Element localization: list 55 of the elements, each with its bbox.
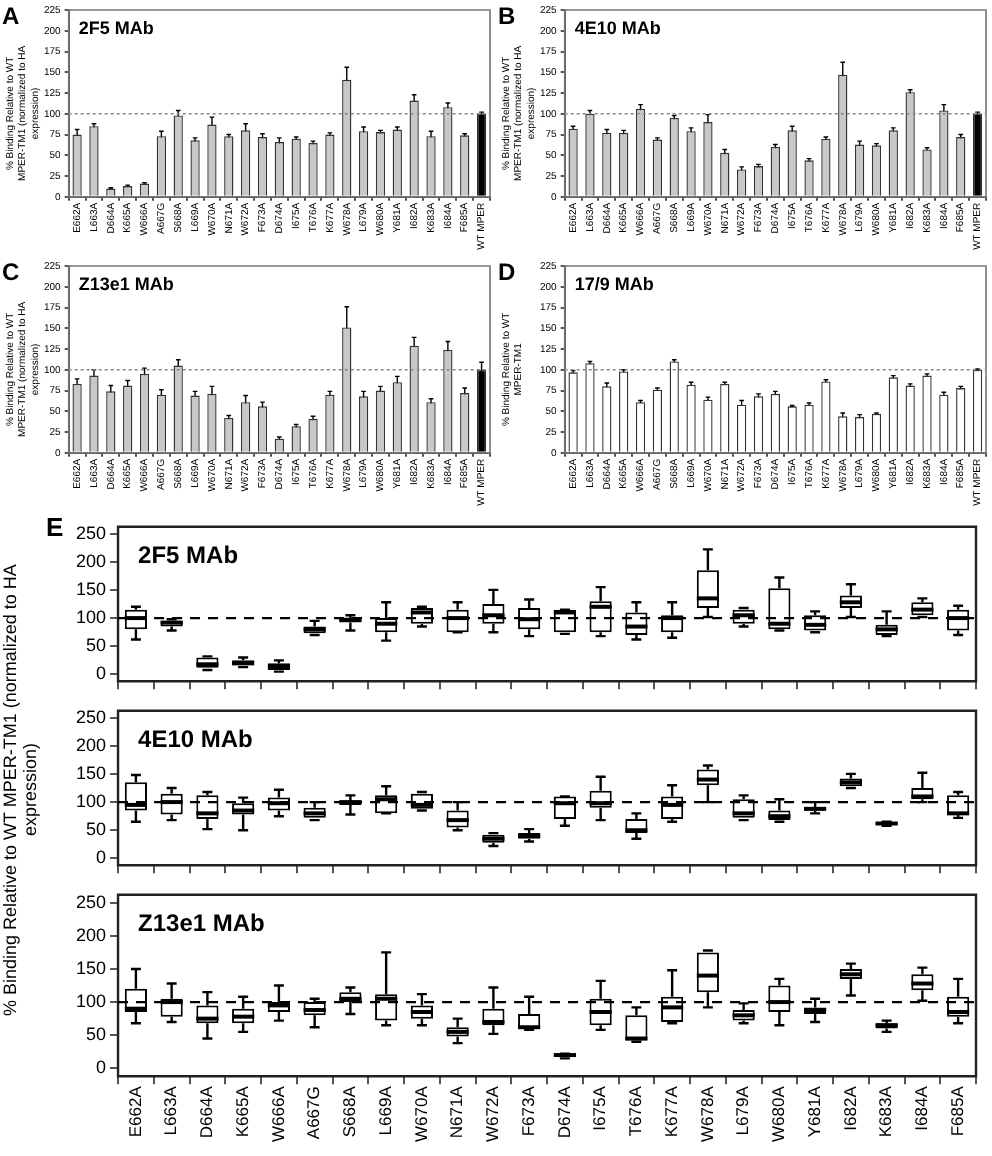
x-tick-label: W680A [768,1085,789,1142]
x-tick-label: W670A [410,1085,431,1142]
x-tick-label: K683A [875,1085,896,1138]
x-tick-label: Y681A [803,1085,824,1138]
y-tick-label: 200 [75,734,107,755]
y-tick-label: 200 [75,924,107,945]
y-tick-label: 100 [75,607,107,628]
x-tick-label: S668A [339,1085,360,1138]
y-tick-label: 50 [86,819,107,840]
text: 4E10 MAb [138,724,253,753]
y-tick-label: 150 [75,957,107,978]
x-tick-label: I684A [911,1085,932,1131]
y-tick-label: 250 [75,706,107,727]
y-tick-label: 50 [86,635,107,656]
y-tick-label: 250 [75,522,107,543]
x-tick-label: K677A [660,1085,681,1138]
chart-title: 2F5 MAb [78,18,155,38]
chart-title: Z13e1 MAb [78,274,175,294]
y-tick-label: 50 [86,1024,107,1045]
text: Z13e1 MAb [138,908,265,937]
y-tick-label: 0 [96,847,107,868]
y-tick-label: 150 [75,578,107,599]
x-tick-label: A667G [303,1086,324,1140]
text: D [498,258,516,286]
x-tick-label: I682A [839,1085,860,1131]
x-tick-label: F673A [517,1085,538,1137]
x-tick-label: W678A [696,1085,717,1142]
text: C [2,258,20,286]
x-tick-label: L669A [374,1085,395,1136]
x-tick-label: L663A [160,1085,181,1136]
y-tick-label: 100 [75,991,107,1012]
x-tick-label: L679A [732,1085,753,1136]
x-tick-label: N671A [446,1085,467,1139]
x-tick-label: I675A [589,1085,610,1131]
y-tick-label: 250 [75,891,107,912]
x-tick-label: D664A [196,1085,217,1139]
chart-title: 4E10 MAb [574,18,662,38]
y-tick-label: 150 [75,762,107,783]
x-tick-label: W672A [482,1085,503,1142]
x-tick-label: T676A [625,1085,646,1137]
x-tick-label: F685A [946,1085,967,1137]
y-axis-title: % Binding Relative to WT MPER-TM1 (normalized to HA expression) [0,562,42,1020]
y-tick-label: 200 [75,550,107,571]
x-tick-label: W666A [267,1085,288,1142]
text: A [2,2,20,30]
y-tick-label: 100 [75,791,107,812]
text: E [46,512,64,542]
y-tick-label: 0 [96,663,107,684]
x-tick-label: K665A [231,1085,252,1138]
text: 2F5 MAb [138,540,239,569]
x-tick-label: E662A [124,1085,145,1138]
text: B [498,2,516,30]
x-tick-label: D674A [553,1085,574,1139]
y-tick-label: 0 [96,1057,107,1078]
chart-title: 17/9 MAb [574,274,655,294]
